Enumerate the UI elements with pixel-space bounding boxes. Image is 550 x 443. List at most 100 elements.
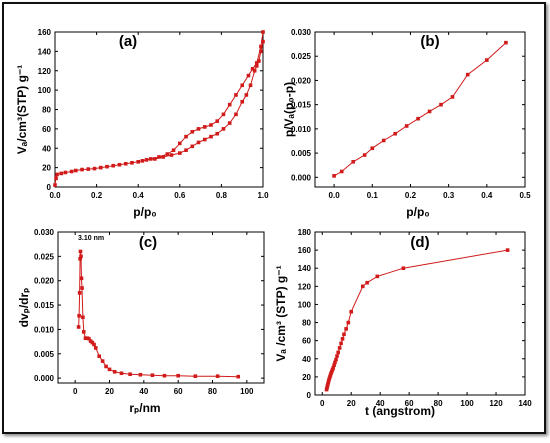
data-point bbox=[104, 364, 108, 369]
x-tick-label: 60 bbox=[174, 387, 183, 396]
data-point bbox=[370, 146, 375, 151]
data-point bbox=[234, 93, 238, 97]
data-point bbox=[250, 67, 255, 71]
data-point bbox=[416, 116, 420, 121]
y-tick-label: 120 bbox=[298, 282, 312, 291]
x-tick-label: 40 bbox=[139, 387, 148, 396]
data-point bbox=[209, 134, 213, 139]
y-axis-label: Vₐ /cm³ (STP) g⁻¹ bbox=[274, 265, 288, 361]
data-point bbox=[346, 320, 351, 325]
data-point bbox=[324, 387, 329, 392]
data-point bbox=[202, 137, 207, 142]
data-point bbox=[111, 163, 116, 168]
data-point bbox=[78, 249, 83, 254]
data-point bbox=[136, 160, 140, 164]
data-point bbox=[349, 309, 354, 314]
data-point bbox=[93, 346, 98, 350]
x-tick-label: 0.8 bbox=[216, 191, 228, 200]
data-point bbox=[54, 176, 58, 181]
data-point bbox=[69, 169, 74, 174]
data-point bbox=[79, 276, 84, 281]
data-point bbox=[80, 167, 84, 172]
data-point bbox=[327, 376, 332, 381]
data-point bbox=[254, 64, 259, 68]
x-tick-label: 0.2 bbox=[405, 191, 417, 200]
y-axis-label: p/Vₐ(p₀-p) bbox=[282, 82, 296, 137]
data-point bbox=[215, 374, 220, 378]
y-tick-label: 60 bbox=[42, 125, 51, 134]
data-point bbox=[157, 155, 161, 159]
data-point bbox=[325, 385, 329, 390]
data-point bbox=[227, 121, 232, 125]
data-point bbox=[427, 109, 432, 114]
data-point bbox=[261, 30, 265, 34]
data-point bbox=[261, 39, 265, 44]
x-tick-label: 80 bbox=[208, 387, 217, 396]
data-point bbox=[360, 284, 365, 289]
panel-c: 0 20 40 60 80 100 0.000 0.005 0.010 0.015 0.020 0.0… bbox=[17, 228, 265, 415]
data-point bbox=[128, 372, 132, 377]
x-tick-label: 0.0 bbox=[49, 191, 61, 200]
data-point bbox=[55, 172, 59, 177]
data-point bbox=[254, 61, 259, 65]
data-point bbox=[401, 266, 406, 271]
y-tick-label: 0.015 bbox=[34, 301, 55, 310]
x-tick-label: 120 bbox=[489, 399, 503, 408]
data-point bbox=[393, 131, 397, 136]
x-tick-label: 100 bbox=[460, 399, 474, 408]
data-point bbox=[138, 372, 143, 377]
y-tick-label: 120 bbox=[38, 67, 52, 76]
data-point bbox=[485, 58, 489, 62]
x-tick-label: 0.3 bbox=[443, 191, 455, 200]
y-tick-label: 0.005 bbox=[291, 149, 312, 158]
data-point bbox=[439, 102, 443, 107]
x-tick-label: 20 bbox=[347, 399, 356, 408]
x-axis-label: rₚ/nm bbox=[129, 401, 160, 415]
data-point bbox=[196, 127, 201, 131]
data-point bbox=[77, 313, 81, 318]
y-tick-label: 140 bbox=[38, 47, 52, 56]
data-point bbox=[344, 327, 348, 331]
data-point bbox=[215, 131, 220, 136]
data-point bbox=[328, 375, 332, 379]
panel-label: (b) bbox=[420, 33, 439, 50]
x-tick-label: 0.6 bbox=[174, 191, 186, 200]
data-point bbox=[123, 161, 128, 166]
data-point bbox=[98, 165, 103, 170]
data-point bbox=[240, 99, 244, 104]
data-point bbox=[53, 183, 57, 187]
y-tick-label: 180 bbox=[298, 228, 312, 237]
data-point bbox=[375, 274, 380, 279]
data-point bbox=[176, 373, 180, 378]
data-point bbox=[74, 168, 78, 173]
data-point bbox=[190, 129, 195, 134]
data-point bbox=[162, 373, 167, 378]
data-point bbox=[184, 148, 188, 152]
panel-label: (a) bbox=[119, 33, 137, 50]
plot-frame bbox=[314, 231, 526, 396]
y-tick-label: 160 bbox=[38, 28, 52, 37]
y-tick-label: 100 bbox=[298, 300, 312, 309]
y-tick-label: 160 bbox=[298, 246, 312, 255]
y-tick-label: 20 bbox=[302, 373, 311, 382]
data-point bbox=[140, 159, 145, 163]
data-point bbox=[246, 73, 251, 78]
y-tick-label: 0.025 bbox=[291, 52, 312, 61]
y-tick-label: 0.015 bbox=[291, 101, 312, 110]
data-point bbox=[150, 373, 155, 378]
plot-frame bbox=[314, 31, 526, 188]
x-axis-label: t (angstrom) bbox=[365, 404, 435, 418]
y-tick-label: 0.005 bbox=[34, 350, 55, 359]
panel-a: 0.0 0.2 0.4 0.6 0.8 1.0 0 20 40 60 80 100 120 140 160 p… bbox=[15, 28, 269, 219]
y-tick-label: 20 bbox=[42, 164, 51, 173]
data-point bbox=[79, 254, 83, 259]
data-point bbox=[336, 350, 340, 355]
data-point bbox=[332, 174, 336, 178]
data-point bbox=[332, 363, 336, 367]
data-point bbox=[339, 341, 343, 346]
figure-border bbox=[2, 2, 546, 434]
data-point bbox=[92, 342, 96, 347]
data-point bbox=[215, 119, 220, 123]
data-point bbox=[331, 366, 336, 370]
